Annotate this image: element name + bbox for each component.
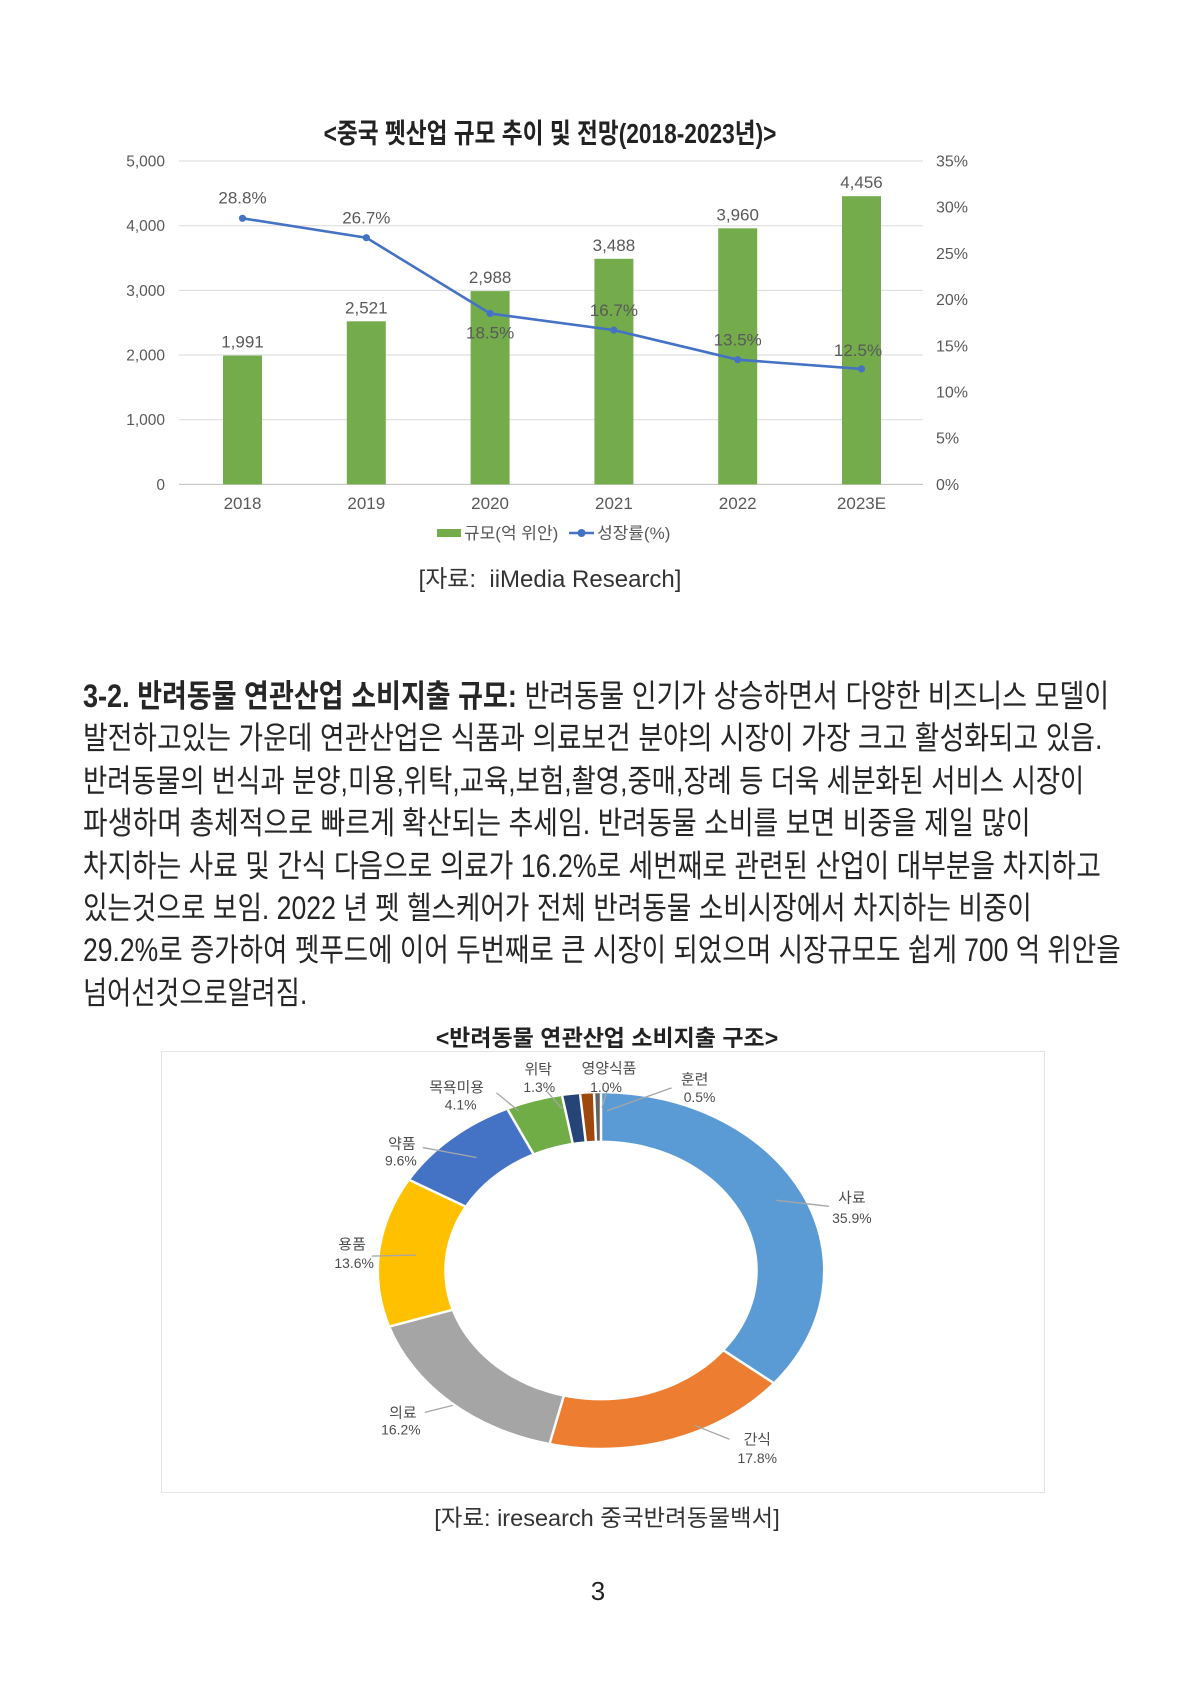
svg-text:2018: 2018 — [224, 489, 262, 514]
svg-text:1,000: 1,000 — [126, 408, 165, 430]
svg-text:약품: 약품 — [388, 1133, 415, 1154]
svg-text:사료: 사료 — [838, 1187, 865, 1208]
svg-text:30%: 30% — [936, 194, 968, 218]
svg-text:2021: 2021 — [595, 489, 633, 514]
svg-text:2022: 2022 — [719, 489, 757, 514]
svg-text:3,488: 3,488 — [593, 231, 636, 256]
svg-text:용품: 용품 — [338, 1234, 365, 1255]
svg-text:2020: 2020 — [471, 489, 509, 514]
svg-text:1.0%: 1.0% — [590, 1077, 622, 1097]
svg-text:2019: 2019 — [347, 489, 385, 514]
svg-text:0: 0 — [156, 473, 165, 495]
svg-text:3,000: 3,000 — [126, 279, 165, 301]
svg-text:영양식품: 영양식품 — [582, 1057, 637, 1078]
svg-text:15%: 15% — [936, 332, 968, 356]
svg-text:1.3%: 1.3% — [523, 1077, 555, 1097]
svg-text:12.5%: 12.5% — [834, 336, 882, 361]
svg-text:의료: 의료 — [389, 1402, 416, 1423]
svg-text:2023E: 2023E — [837, 489, 886, 514]
svg-text:35.9%: 35.9% — [832, 1208, 871, 1228]
svg-text:목욕미용: 목욕미용 — [429, 1076, 484, 1097]
svg-text:4,000: 4,000 — [126, 214, 165, 236]
svg-text:28.8%: 28.8% — [218, 183, 266, 208]
svg-text:17.8%: 17.8% — [738, 1448, 777, 1468]
svg-text:1,991: 1,991 — [221, 328, 264, 353]
svg-text:16.7%: 16.7% — [590, 296, 638, 321]
svg-text:10%: 10% — [936, 379, 968, 403]
svg-text:20%: 20% — [936, 286, 968, 310]
svg-text:간식: 간식 — [744, 1429, 771, 1450]
svg-text:5,000: 5,000 — [126, 150, 165, 172]
svg-text:0%: 0% — [936, 471, 959, 495]
svg-text:2,521: 2,521 — [345, 293, 388, 318]
svg-text:18.5%: 18.5% — [466, 319, 514, 344]
svg-text:3,960: 3,960 — [716, 200, 759, 225]
svg-text:4,456: 4,456 — [840, 168, 883, 193]
svg-text:16.2%: 16.2% — [381, 1419, 420, 1439]
svg-text:35%: 35% — [936, 148, 968, 172]
svg-text:훈련: 훈련 — [681, 1068, 708, 1089]
svg-text:위탁: 위탁 — [525, 1058, 553, 1079]
svg-text:13.5%: 13.5% — [714, 326, 762, 351]
svg-text:2,988: 2,988 — [469, 263, 512, 288]
svg-text:규모(억 위안): 규모(억 위안) — [464, 519, 558, 544]
svg-text:5%: 5% — [936, 425, 959, 449]
svg-text:13.6%: 13.6% — [334, 1253, 373, 1273]
svg-text:성장률(%): 성장률(%) — [597, 519, 670, 544]
svg-text:9.6%: 9.6% — [385, 1150, 417, 1170]
svg-text:4.1%: 4.1% — [445, 1095, 477, 1115]
svg-text:26.7%: 26.7% — [342, 204, 390, 229]
svg-text:25%: 25% — [936, 240, 968, 264]
svg-text:2,000: 2,000 — [126, 344, 165, 366]
svg-text:0.5%: 0.5% — [684, 1087, 716, 1107]
